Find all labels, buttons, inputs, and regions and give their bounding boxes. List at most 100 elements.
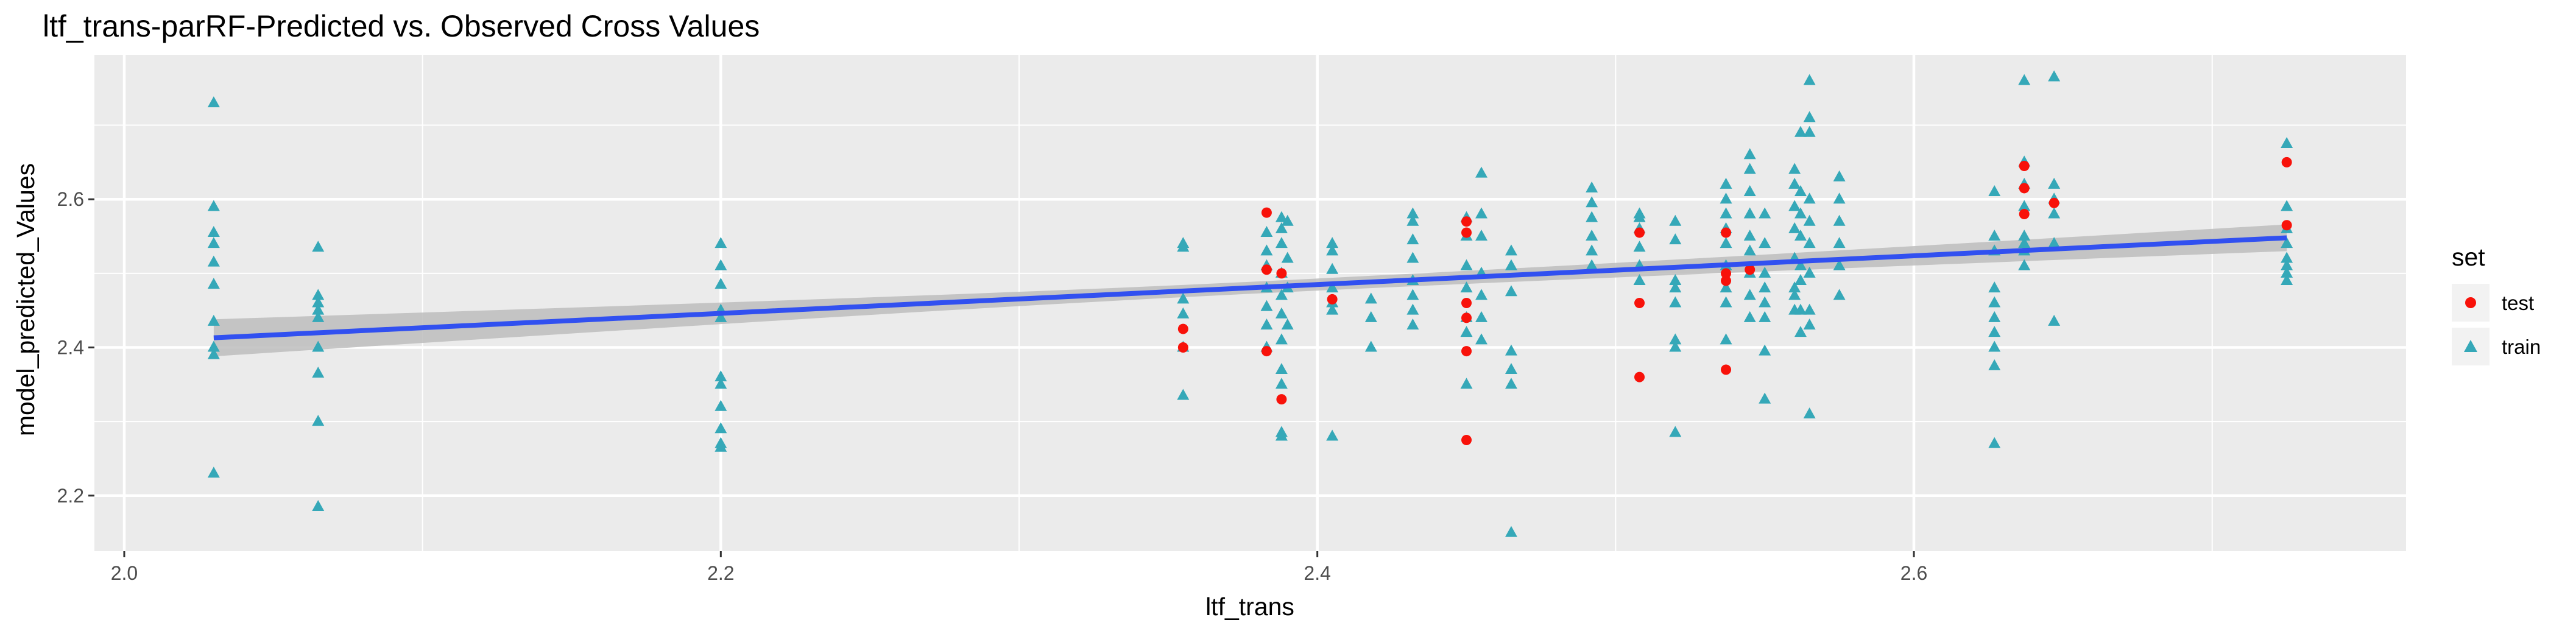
train-point xyxy=(1275,237,1288,248)
train-point xyxy=(2018,200,2031,211)
train-point xyxy=(207,237,220,248)
train-point xyxy=(312,340,325,352)
train-point xyxy=(207,200,220,211)
train-point xyxy=(1281,252,1294,263)
test-point xyxy=(1177,323,1188,334)
train-point xyxy=(1475,333,1487,345)
train-point xyxy=(1988,359,2001,370)
train-point xyxy=(1281,318,1294,329)
train-point xyxy=(2281,200,2293,211)
test-point xyxy=(1721,364,1732,375)
trend-line xyxy=(213,235,2287,340)
train-point xyxy=(1720,296,1732,308)
train-point xyxy=(1788,289,1801,300)
y-tick-label: 2.6 xyxy=(57,188,84,210)
test-point xyxy=(2281,220,2292,231)
legend-test-marker xyxy=(2465,297,2476,308)
train-point xyxy=(1505,344,1517,356)
plot-panel xyxy=(94,55,2406,551)
train-point xyxy=(1406,214,1419,226)
train-point xyxy=(1326,281,1339,293)
train-point xyxy=(1275,211,1288,222)
train-point xyxy=(1759,392,1771,404)
confidence-band xyxy=(213,224,2287,357)
train-point xyxy=(2281,237,2293,248)
train-point xyxy=(1788,222,1801,233)
train-point xyxy=(1743,311,1756,322)
train-point xyxy=(1669,296,1682,308)
train-point xyxy=(1743,244,1756,256)
train-point xyxy=(1988,281,2001,293)
test-point xyxy=(1276,268,1287,279)
test-point xyxy=(2048,197,2059,208)
train-point xyxy=(1505,378,1517,389)
train-point xyxy=(1720,192,1732,204)
train-point xyxy=(1794,230,1807,241)
train-point xyxy=(1406,303,1419,315)
train-point xyxy=(1759,237,1771,248)
train-point xyxy=(2281,274,2293,286)
train-point xyxy=(1794,274,1807,286)
train-point xyxy=(1794,303,1807,315)
train-point xyxy=(1794,326,1807,337)
train-point xyxy=(1794,185,1807,197)
train-point xyxy=(312,241,325,252)
train-point xyxy=(1505,259,1517,270)
train-point xyxy=(1326,303,1339,315)
x-tick-label: 2.0 xyxy=(111,562,138,584)
train-point xyxy=(1669,233,1682,245)
train-point xyxy=(1260,225,1273,237)
train-point xyxy=(1988,437,2001,448)
test-point xyxy=(1276,394,1287,405)
confidence-band-layer xyxy=(213,224,2287,357)
train-point xyxy=(715,237,727,248)
train-point xyxy=(1586,244,1598,256)
train-point xyxy=(2048,207,2061,219)
train-point xyxy=(1988,326,2001,337)
train-point xyxy=(1505,285,1517,297)
x-axis-title: ltf_trans xyxy=(1205,593,1294,621)
train-point xyxy=(207,225,220,237)
train-point xyxy=(1586,181,1598,192)
train-point xyxy=(715,378,727,389)
train-point xyxy=(1794,207,1807,219)
train-point xyxy=(1988,185,2001,197)
train-point xyxy=(312,415,325,426)
legend-train-marker xyxy=(2464,340,2477,352)
train-point xyxy=(1669,214,1682,226)
train-point xyxy=(1669,281,1682,293)
train-point xyxy=(1586,230,1598,241)
train-point xyxy=(715,311,727,322)
train-point xyxy=(312,303,325,315)
train-point xyxy=(1460,259,1473,270)
train-point xyxy=(1803,192,1816,204)
train-point xyxy=(1406,318,1419,329)
train-point xyxy=(1788,281,1801,293)
train-point xyxy=(207,255,220,267)
train-point xyxy=(1586,196,1598,208)
train-point xyxy=(1988,311,2001,322)
test-point xyxy=(1327,294,1338,305)
train-point xyxy=(1743,289,1756,300)
y-axis-ticks: 2.2 2.4 2.6 xyxy=(57,188,94,507)
train-point xyxy=(1586,259,1598,270)
train-point xyxy=(312,500,325,512)
x-tick-label: 2.2 xyxy=(707,562,734,584)
train-point xyxy=(1759,311,1771,322)
train-point xyxy=(1803,407,1816,418)
train-point xyxy=(2281,136,2293,148)
train-point xyxy=(1275,333,1288,345)
test-point xyxy=(1177,342,1188,353)
train-point xyxy=(1743,207,1756,219)
train-point xyxy=(1260,300,1273,311)
train-point xyxy=(1669,340,1682,352)
train-point xyxy=(1759,344,1771,356)
train-point xyxy=(1833,214,1846,226)
train-point xyxy=(1505,244,1517,256)
train-point xyxy=(1788,163,1801,174)
test-point xyxy=(1261,346,1272,357)
train-point xyxy=(1759,207,1771,219)
train-point xyxy=(1669,274,1682,286)
train-point xyxy=(1633,211,1646,222)
legend: set test train xyxy=(2452,243,2541,365)
